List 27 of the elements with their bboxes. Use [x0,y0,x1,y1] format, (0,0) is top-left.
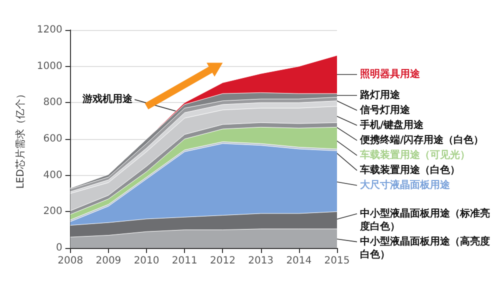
text: 信号灯用途 [359,104,411,116]
x-tick-label: 2013 [248,256,274,266]
y-tick-label: 200 [43,206,62,218]
y-tick-label: 0 [56,242,62,254]
y-tick-label: 800 [43,97,62,108]
x-tick-label: 2010 [134,256,160,266]
x-tick-label: 2015 [324,256,350,266]
text: 照明器具用途 [360,68,421,80]
text: 车载装置用途（白色） [359,164,460,176]
y-tick-label: 1000 [36,60,62,72]
text: 便携终端/闪存用途（白色） [359,134,484,146]
text: 大尺寸液晶面板用途 [359,178,451,191]
text: 中小型液晶面板用途（高亮度白色） [360,235,490,260]
x-tick-label: 2012 [210,256,236,266]
text: 路灯用途 [359,88,401,101]
y-tick-label: 400 [43,170,62,181]
y-tick-label: 1200 [36,24,62,36]
text: 中小型液晶面板用途（标准亮度白色） [359,207,490,232]
text: 手机/键盘用途 [359,118,425,131]
text: 车载装置用途（可见光） [359,148,470,161]
x-tick-label: 2014 [286,256,312,266]
x-tick-label: 2009 [96,256,122,266]
y-axis-title: LED芯片需求（亿个） [14,89,26,189]
annotation: 游戏机用途 [82,93,134,106]
y-tick-label: 600 [43,134,62,144]
x-tick-label: 2011 [172,256,198,266]
x-tick-label: 2008 [58,256,84,266]
